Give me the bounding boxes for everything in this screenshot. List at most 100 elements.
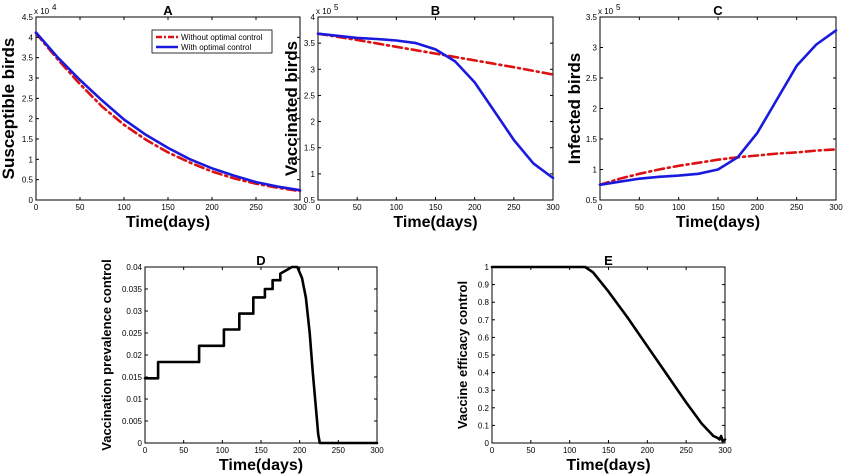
- series-line-with-optimal-control: [34, 31, 302, 192]
- y-axis-label: Vaccination prevalence control: [99, 259, 114, 450]
- x-tick-label: 200: [293, 446, 307, 455]
- x-tick-label: 100: [117, 203, 131, 212]
- x-tick-label: 50: [526, 446, 535, 455]
- y-tick-label: 0.04: [126, 263, 142, 272]
- x-tick-label: 0: [34, 203, 39, 212]
- chart-title: A: [163, 3, 173, 18]
- x-tick-label: 300: [829, 203, 843, 212]
- y-tick-label: 3: [311, 65, 316, 74]
- x-tick-label: 250: [249, 203, 263, 212]
- y-tick-label: 4: [29, 33, 34, 42]
- y-tick-label: 0.1: [478, 421, 490, 430]
- x-tick-label: 100: [390, 203, 404, 212]
- y-tick-label: 2.5: [22, 94, 34, 103]
- y-tick-label: 0.01: [126, 395, 142, 404]
- y-axis-label: Infected birds: [565, 53, 584, 164]
- chart-a: 0 50 100 150 200 250 300 0 0.5 1 1.5 2 2.5 3 3.5 4 4.5x …: [0, 3, 307, 231]
- y-tick-label: 4: [311, 13, 316, 22]
- series-line-control-0: [490, 265, 727, 443]
- plot-frame: [599, 16, 837, 201]
- x-tick-label: 200: [641, 446, 655, 455]
- axis-exponent-power: 5: [616, 3, 621, 12]
- chart-title: D: [256, 253, 265, 268]
- chart-e: 0 50 100 150 200 250 300 0 0.1 0.2 0.3 0.4 0.5 0.6 0.7…: [455, 253, 732, 474]
- y-tick-label: 3: [29, 74, 34, 83]
- axis-exponent: x 10: [34, 7, 50, 16]
- x-axis-label: Time(days): [219, 457, 303, 474]
- y-tick-label: 1: [311, 170, 316, 179]
- chart-title: B: [431, 3, 440, 18]
- x-tick-label: 300: [293, 203, 307, 212]
- x-tick-label: 200: [751, 203, 765, 212]
- x-tick-label: 150: [161, 203, 175, 212]
- series-line-without-optimal-control: [598, 148, 838, 187]
- y-tick-label: 0.035: [122, 285, 143, 294]
- y-tick-label: 0.3: [478, 386, 490, 395]
- x-tick-label: 250: [790, 203, 804, 212]
- y-tick-label: 3.5: [22, 54, 34, 63]
- y-tick-label: 0.5: [478, 351, 490, 360]
- y-axis-label: Susceptible birds: [0, 38, 18, 180]
- y-tick-label: 0.9: [478, 281, 490, 290]
- x-tick-label: 100: [563, 446, 577, 455]
- x-tick-label: 150: [711, 203, 725, 212]
- x-tick-label: 250: [332, 446, 346, 455]
- axis-exponent: x 10: [598, 7, 614, 16]
- y-tick-label: 0: [485, 439, 490, 448]
- y-tick-label: 0.5: [304, 196, 316, 205]
- x-axis-label: Time(days): [393, 214, 477, 231]
- y-tick-label: 3.5: [304, 39, 316, 48]
- y-tick-label: 1: [29, 155, 34, 164]
- y-tick-label: 0.5: [22, 176, 34, 185]
- y-tick-label: 2.5: [586, 74, 598, 83]
- x-tick-label: 50: [179, 446, 188, 455]
- x-tick-label: 0: [598, 203, 603, 212]
- x-tick-label: 300: [718, 446, 732, 455]
- x-tick-label: 100: [216, 446, 230, 455]
- y-tick-label: 0.2: [478, 404, 490, 413]
- y-tick-label: 0.025: [122, 329, 143, 338]
- chart-d: 0 50 100 150 200 250 300 0 0.005 0.01 0.015 0.02 0.0…: [99, 253, 384, 474]
- chart-title: C: [713, 3, 723, 18]
- x-tick-label: 0: [143, 446, 148, 455]
- x-axis-label: Time(days): [126, 214, 210, 231]
- x-tick-label: 50: [353, 203, 362, 212]
- series-line-without-optimal-control: [316, 32, 555, 76]
- y-tick-label: 0.4: [478, 369, 490, 378]
- y-tick-label: 0.005: [122, 417, 143, 426]
- y-tick-label: 1: [593, 166, 598, 175]
- x-tick-label: 150: [254, 446, 268, 455]
- x-tick-label: 250: [679, 446, 693, 455]
- y-tick-label: 0.6: [478, 333, 490, 342]
- x-tick-label: 300: [546, 203, 560, 212]
- x-tick-label: 50: [635, 203, 644, 212]
- series-line-with-optimal-control: [316, 32, 555, 180]
- y-tick-label: 2: [311, 118, 316, 127]
- y-tick-label: 0.015: [122, 373, 143, 382]
- x-tick-label: 300: [370, 446, 384, 455]
- y-axis-label: Vaccinated birds: [282, 41, 301, 176]
- x-tick-label: 50: [76, 203, 85, 212]
- y-tick-label: 1.5: [586, 135, 598, 144]
- x-tick-label: 150: [602, 446, 616, 455]
- y-tick-label: 2: [29, 115, 34, 124]
- y-tick-label: 4.5: [22, 13, 34, 22]
- y-tick-label: 1.5: [22, 135, 34, 144]
- y-tick-label: 0: [138, 439, 143, 448]
- x-tick-label: 200: [205, 203, 219, 212]
- y-tick-label: 2.5: [304, 91, 316, 100]
- y-tick-label: 0.03: [126, 307, 142, 316]
- x-axis-label: Time(days): [566, 457, 650, 474]
- x-tick-label: 250: [507, 203, 521, 212]
- chart-title: E: [604, 253, 613, 268]
- x-tick-label: 150: [429, 203, 443, 212]
- y-tick-label: 0.5: [586, 196, 598, 205]
- x-axis-label: Time(days): [676, 214, 760, 231]
- chart-c: 0 50 100 150 200 250 300 0.5 1 1.5 2 2.5 3 3.5x 10 5 C T…: [565, 3, 843, 231]
- y-tick-label: 1.5: [304, 144, 316, 153]
- axis-exponent: x 10: [316, 7, 332, 16]
- x-tick-label: 100: [672, 203, 686, 212]
- y-axis-label: Vaccine efficacy control: [455, 281, 470, 429]
